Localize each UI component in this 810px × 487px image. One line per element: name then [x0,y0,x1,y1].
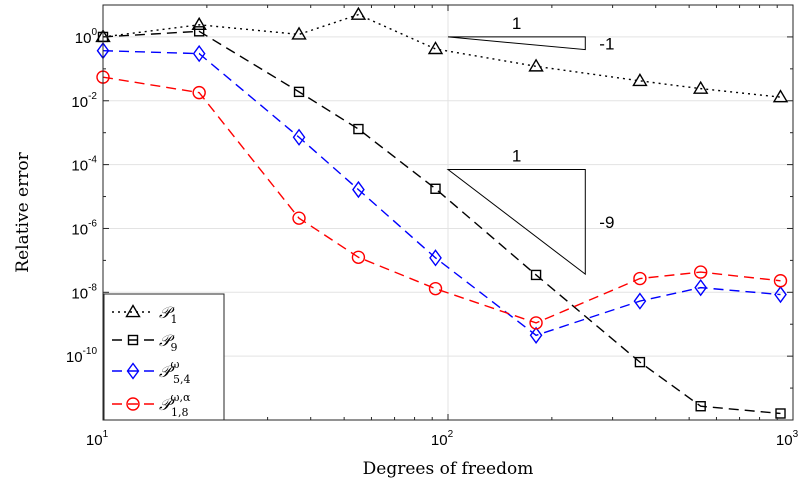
data-point-diamond [774,285,787,304]
data-point-triangle [350,6,367,20]
data-point-square [695,401,706,412]
slope-triangle-shape [446,169,586,276]
data-point-square [775,408,786,419]
series-line [102,76,781,324]
legend-box [103,293,225,421]
series-line [102,30,781,415]
data-point-diamond [292,128,306,146]
slope-triangles: 1 -1 1 -9 [446,14,614,276]
data-point-circle [351,250,366,264]
data-point-circle [633,271,647,286]
data-point-triangle [772,89,789,103]
y-tick-label: 10-10 [66,346,98,366]
legend-entry: 𝒫9 [112,331,178,354]
y-tick-label: 10-2 [71,91,97,111]
data-point-diamond [192,44,206,63]
data-point-diamond [633,292,647,310]
data-point-triangle [632,72,648,87]
slope-rise-label: -1 [599,34,614,53]
legend-marker-diamond [126,362,140,380]
data-point-square [430,183,441,194]
x-axis-title: Degrees of freedom [363,459,534,479]
legend-marker-circle [126,397,140,411]
y-tick-label: 100 [75,27,98,47]
series-triangle [95,6,789,103]
y-tick-label: 10-8 [71,282,97,302]
data-point-triangle [191,16,207,31]
data-point-circle [529,316,543,330]
data-point-circle [292,211,306,225]
slope-run-label: 1 [512,14,521,33]
x-tick-label: 102 [431,429,454,449]
data-point-diamond [429,249,442,267]
data-point-square [530,269,542,281]
data-point-circle [192,85,206,100]
legend-entry: 𝒫ω,α 1,8 [112,391,191,419]
data-point-diamond [529,326,543,344]
data-point-triangle [291,26,307,40]
data-point-circle [773,274,788,288]
slope-triangle: 1 -9 [446,147,614,276]
legend-marker-triangle [125,304,141,318]
data-point-circle [428,281,443,296]
data-point-triangle [528,58,544,72]
x-tick-label: 101 [86,429,109,449]
data-point-square [634,356,646,368]
data-point-diamond [694,278,708,297]
data-point-square [293,86,305,98]
y-tick-label: 10-6 [71,218,97,238]
slope-triangle: 1 -1 [447,14,614,53]
x-tick-label: 103 [776,429,799,449]
series-layer [95,6,789,419]
data-point-triangle [427,41,444,55]
data-point-square [193,26,205,37]
series-diamond [96,42,787,344]
data-point-diamond [352,180,365,199]
series-line [102,50,781,337]
slope-run-label: 1 [512,147,521,166]
slope-triangle-shape [447,36,586,51]
data-point-square [353,123,364,135]
legend-label: 𝒫ω,α 1,8 [159,391,191,419]
slope-rise-label: -9 [599,213,614,232]
data-point-triangle [692,80,709,94]
data-point-circle [693,265,708,279]
y-axis-title: Relative error [13,151,33,272]
y-tick-label: 10-4 [71,155,97,175]
legend-marker-square [127,334,139,346]
series-circle [96,70,788,330]
axis-tick-labels: 101 102 103 100 10-2 10-4 10-6 10-8 10-10 [66,27,799,449]
